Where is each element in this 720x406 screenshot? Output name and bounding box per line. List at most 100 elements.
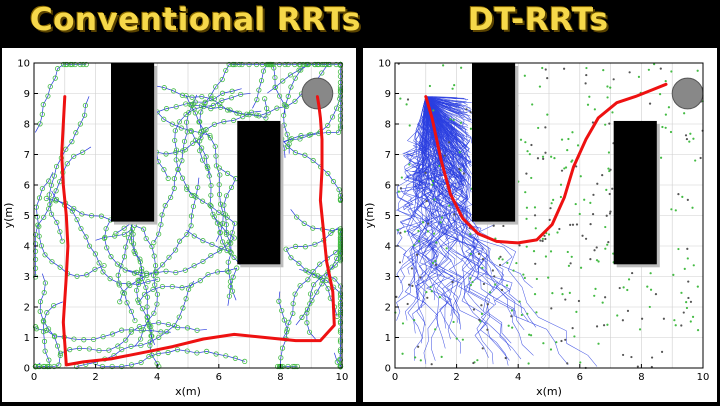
tree-node — [668, 106, 670, 108]
tree-edge — [197, 329, 207, 330]
tree-node — [689, 133, 691, 135]
tree-node — [585, 82, 587, 84]
tree-node — [448, 141, 450, 143]
tree-edge — [210, 138, 215, 147]
tree-node — [470, 284, 472, 286]
x-tick-label: 10 — [336, 372, 349, 383]
tree-node — [550, 348, 552, 350]
tree-node — [409, 124, 411, 126]
tree-node — [480, 304, 482, 306]
tree-node — [596, 246, 598, 248]
tree-node — [567, 251, 569, 253]
tree-edge — [200, 275, 208, 281]
tree-edge — [227, 217, 235, 223]
tree-node — [531, 103, 533, 105]
tree-node — [411, 285, 413, 287]
tree-node — [542, 158, 544, 160]
obstacle-1 — [472, 63, 515, 222]
tree-edge — [44, 209, 49, 218]
tree-node — [697, 329, 699, 331]
tree-node — [691, 207, 693, 209]
tree-node — [639, 328, 641, 330]
tree-node — [604, 226, 606, 228]
tree-node — [478, 253, 480, 255]
tree-node — [592, 213, 594, 215]
tree-edge — [146, 239, 152, 247]
tree-node — [418, 240, 420, 242]
tree-node — [665, 127, 667, 129]
tree-node — [487, 303, 489, 305]
tree-edge — [174, 317, 179, 326]
tree-node — [526, 246, 528, 248]
tree-node — [555, 341, 557, 343]
tree-node — [417, 346, 419, 348]
tree-node — [573, 335, 575, 337]
tree-node — [588, 96, 590, 98]
tree-node — [486, 329, 488, 331]
tree-node — [493, 275, 495, 277]
tree-edge — [142, 309, 147, 318]
tree-node — [550, 156, 552, 158]
tree-node — [670, 208, 672, 210]
tree-node — [430, 286, 432, 288]
tree-node — [425, 291, 427, 293]
tree-node — [567, 138, 569, 140]
tree-node — [470, 253, 472, 255]
tree-node — [453, 213, 455, 215]
tree-node — [501, 289, 503, 291]
tree-node — [471, 281, 473, 283]
tree-node — [558, 228, 560, 230]
tree-edge — [268, 108, 277, 113]
tree-node — [649, 306, 651, 308]
tree-node — [408, 284, 410, 286]
tree-node — [483, 283, 485, 285]
tree-edge — [206, 124, 214, 129]
tree-node — [692, 138, 694, 140]
tree-edge — [169, 250, 176, 257]
tree-node — [585, 67, 587, 69]
tree-edge — [295, 286, 300, 294]
x-tick-label: 4 — [154, 372, 160, 383]
tree-node — [536, 278, 538, 280]
tree-edge — [196, 140, 202, 148]
tree-node — [690, 301, 692, 303]
y-tick-label: 0 — [24, 364, 30, 375]
tree-node — [456, 338, 458, 340]
tree-node — [524, 75, 526, 77]
tree-edge — [202, 148, 207, 157]
tree-node — [685, 134, 687, 136]
y-tick-label: 8 — [24, 120, 30, 131]
tree-node — [511, 327, 513, 329]
tree-node — [528, 362, 530, 364]
tree-node — [399, 261, 401, 263]
tree-node — [661, 126, 663, 128]
tree-node — [571, 256, 573, 258]
tree-edge — [205, 95, 211, 103]
tree-node — [605, 189, 607, 191]
tree-node — [534, 263, 536, 265]
tree-node — [585, 238, 587, 240]
tree-node — [622, 354, 624, 356]
tree-node — [686, 307, 688, 309]
tree-node — [683, 311, 685, 313]
tree-edge — [158, 352, 168, 353]
tree-node — [419, 276, 421, 278]
tree-node — [420, 359, 422, 361]
tree-edge — [87, 269, 95, 274]
tree-edge — [291, 258, 299, 264]
tree-node — [434, 328, 436, 330]
tree-node — [429, 85, 431, 87]
tree-node — [482, 258, 484, 260]
tree-edge — [328, 173, 334, 181]
tree-node — [596, 259, 598, 261]
tree-node — [408, 163, 410, 165]
tree-node — [594, 108, 596, 110]
tree-edge — [172, 287, 182, 288]
tree-edge — [74, 339, 84, 340]
tree-node — [685, 301, 687, 303]
tree-node — [435, 264, 437, 266]
tree-node — [553, 157, 555, 159]
tree-node — [402, 322, 404, 324]
panel-title-left: Conventional RRTs — [30, 2, 361, 38]
